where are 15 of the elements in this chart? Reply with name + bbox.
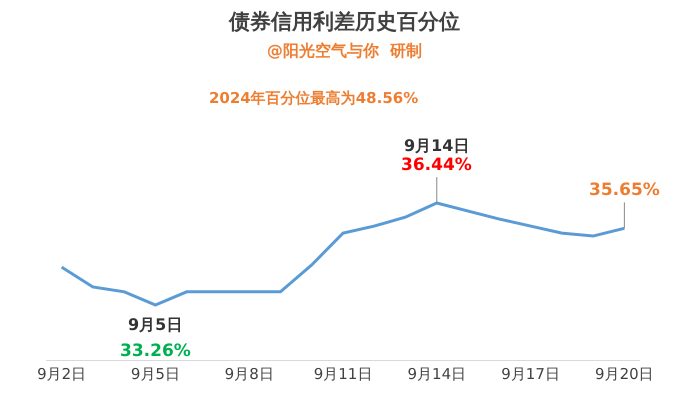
- x-tick-label: 9月14日: [407, 365, 466, 383]
- x-tick-label: 9月5日: [130, 365, 180, 383]
- x-tick-label: 9月11日: [314, 365, 372, 383]
- annotation: 9月5日: [128, 315, 182, 334]
- data-label: 36.44%: [401, 155, 472, 175]
- x-tick-label: 9月20日: [595, 365, 654, 383]
- data-label: 33.26%: [120, 341, 191, 361]
- x-tick-label: 9月17日: [501, 365, 560, 383]
- text: 2024年百分位最高为48.56%: [209, 89, 418, 107]
- x-tick-label: 9月8日: [224, 365, 274, 383]
- annotation: 9月14日: [404, 136, 470, 155]
- x-tick-label: 9月2日: [37, 365, 86, 383]
- chart-title: 债券信用利差历史百分位: [228, 10, 460, 34]
- chart-subtitle: @阳光空气与你 研制: [266, 41, 422, 60]
- data-label: 35.65%: [589, 180, 660, 200]
